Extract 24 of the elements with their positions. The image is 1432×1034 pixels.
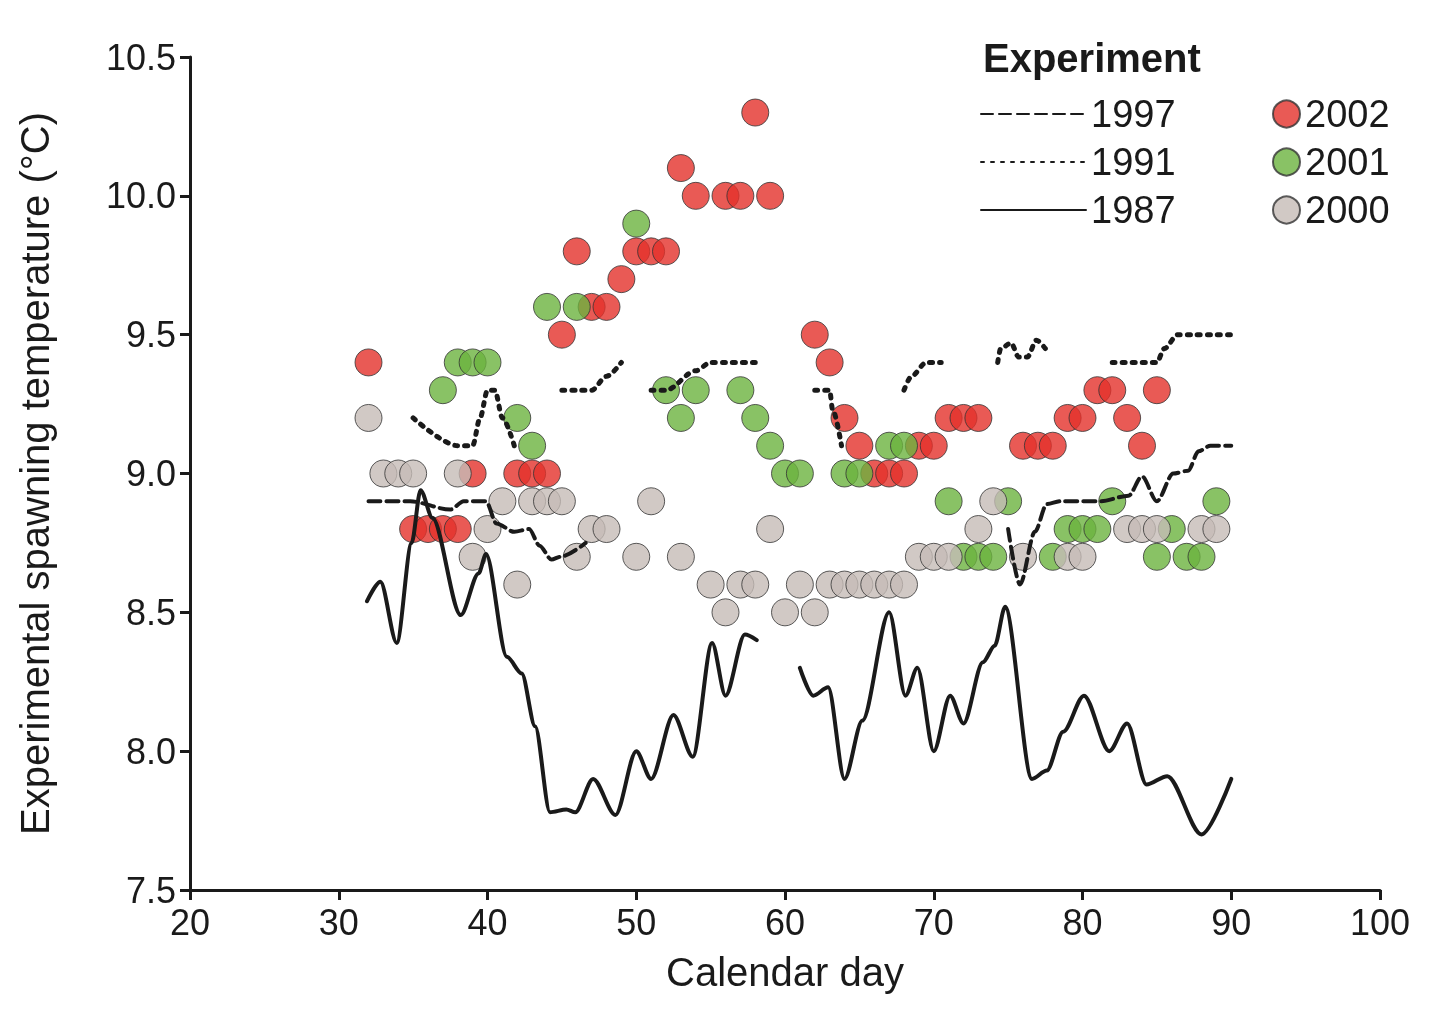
legend-label: 2000 [1305, 189, 1390, 231]
x-tick-label: 70 [913, 901, 954, 943]
x-tick-label: 30 [318, 901, 359, 943]
legend-label: 1991 [1091, 141, 1176, 183]
x-tick-label: 40 [467, 901, 508, 943]
x-axis-title: Calendar day [666, 950, 904, 994]
y-tick-label: 8.0 [125, 730, 176, 772]
y-axis-title: Experimental spawning temperature (°C) [13, 112, 57, 835]
y-tick-label: 8.5 [125, 591, 176, 633]
legend-label: 1997 [1091, 93, 1176, 135]
y-tick-label: 9.5 [125, 314, 176, 356]
x-tick-label: 100 [1349, 901, 1411, 943]
x-tick-label: 60 [764, 901, 806, 943]
y-tick-label: 7.5 [125, 869, 176, 911]
legend-label: 2001 [1305, 141, 1390, 183]
legend-title: Experiment [983, 36, 1201, 80]
y-tick-label: 10.5 [105, 36, 176, 78]
legend-label: 2002 [1305, 93, 1390, 135]
x-tick-label: 90 [1211, 901, 1252, 943]
y-tick-label: 10.0 [105, 175, 176, 217]
x-tick-label: 80 [1062, 901, 1103, 943]
y-tick-label: 9.0 [125, 453, 176, 494]
x-tick-label: 50 [616, 901, 657, 943]
legend-label: 1987 [1091, 189, 1176, 231]
